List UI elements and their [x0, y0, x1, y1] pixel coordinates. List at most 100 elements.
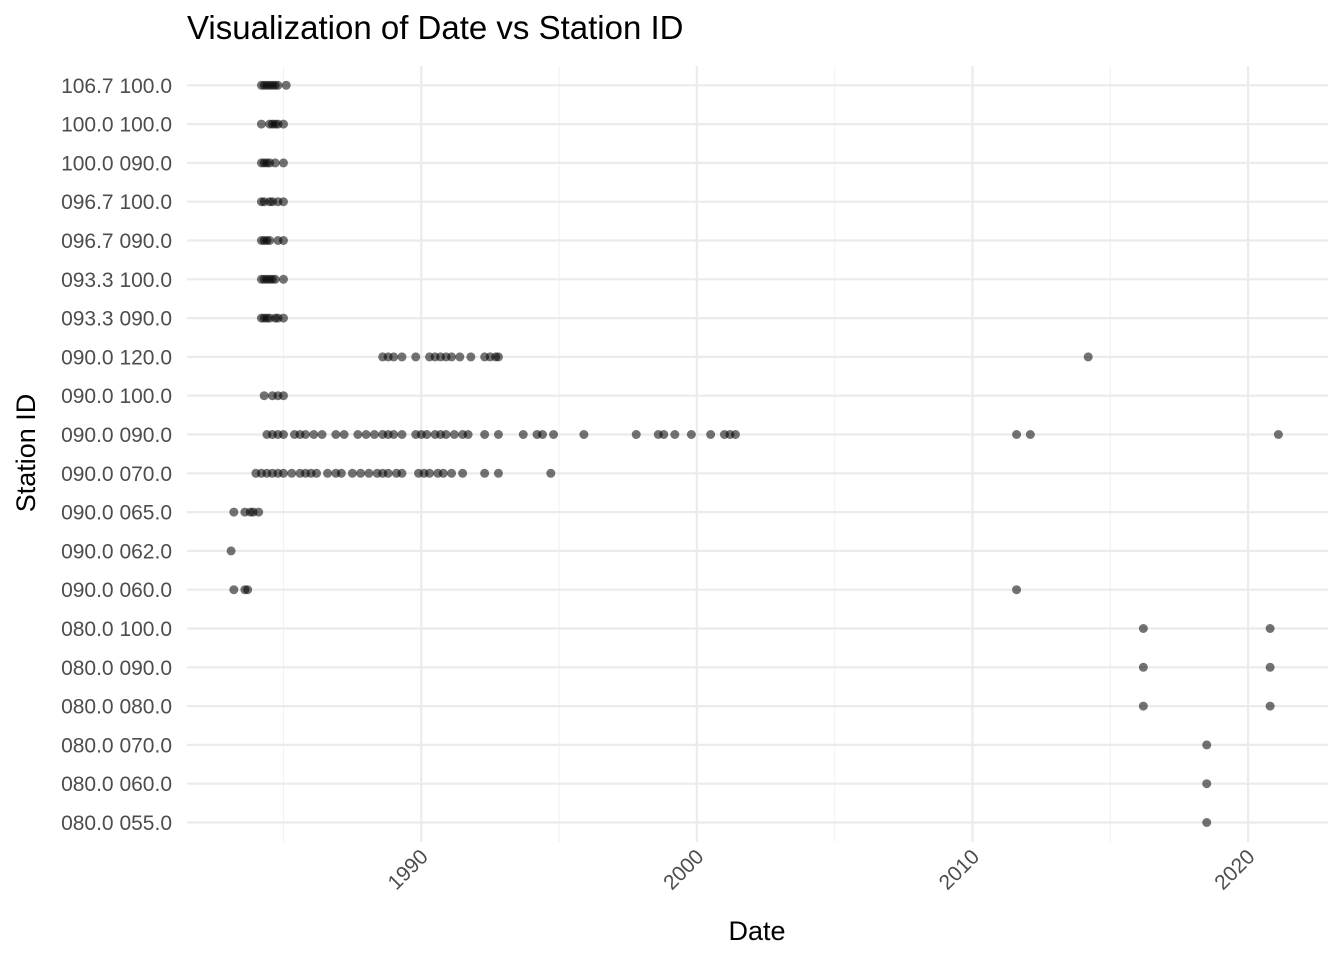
- y-tick-label: 100.0 100.0: [61, 114, 172, 137]
- y-tick-label: 100.0 090.0: [61, 152, 172, 175]
- y-tick-label: 080.0 055.0: [61, 812, 172, 835]
- x-tick-label: 2010: [935, 845, 984, 894]
- data-point: [364, 469, 373, 478]
- data-point: [425, 469, 434, 478]
- data-point: [538, 430, 547, 439]
- data-point: [466, 352, 475, 361]
- data-point: [659, 430, 668, 439]
- data-point: [301, 430, 310, 439]
- data-point: [279, 197, 288, 206]
- data-point: [706, 430, 715, 439]
- data-point: [389, 430, 398, 439]
- y-tick-label: 090.0 065.0: [61, 502, 172, 525]
- data-point: [337, 469, 346, 478]
- data-point: [1266, 624, 1275, 633]
- data-point: [384, 469, 393, 478]
- data-point: [279, 236, 288, 245]
- data-point: [1139, 663, 1148, 672]
- data-point: [579, 430, 588, 439]
- data-point: [447, 469, 456, 478]
- data-point: [229, 585, 238, 594]
- data-point: [331, 430, 340, 439]
- data-point: [282, 81, 291, 90]
- data-point: [271, 275, 280, 284]
- y-tick-label: 106.7 100.0: [61, 75, 172, 98]
- data-point: [519, 430, 528, 439]
- y-tick-label: 090.0 070.0: [61, 463, 172, 486]
- y-tick-label: 090.0 100.0: [61, 385, 172, 408]
- data-point: [362, 430, 371, 439]
- data-point: [422, 430, 431, 439]
- y-tick-label: 090.0 120.0: [61, 346, 172, 369]
- data-point: [279, 275, 288, 284]
- data-point: [273, 81, 282, 90]
- y-tick-label: 080.0 060.0: [61, 773, 172, 796]
- y-tick-label: 080.0 070.0: [61, 734, 172, 757]
- data-point: [279, 430, 288, 439]
- data-point: [632, 430, 641, 439]
- data-point: [687, 430, 696, 439]
- data-point: [318, 430, 327, 439]
- data-point: [1012, 430, 1021, 439]
- data-point: [670, 430, 679, 439]
- data-point: [370, 430, 379, 439]
- data-point: [1202, 740, 1211, 749]
- y-tick-label: 096.7 100.0: [61, 191, 172, 214]
- data-point: [397, 430, 406, 439]
- y-tick-label: 080.0 100.0: [61, 618, 172, 641]
- data-point: [265, 236, 274, 245]
- y-tick-label: 080.0 080.0: [61, 696, 172, 719]
- data-point: [455, 352, 464, 361]
- data-point: [439, 469, 448, 478]
- data-point: [397, 352, 406, 361]
- data-point: [450, 430, 459, 439]
- data-point: [348, 469, 357, 478]
- data-point: [271, 158, 280, 167]
- data-point: [227, 546, 236, 555]
- data-point: [397, 469, 406, 478]
- data-point: [411, 352, 420, 361]
- data-point: [279, 469, 288, 478]
- data-point: [389, 352, 398, 361]
- data-point: [353, 430, 362, 439]
- data-point: [494, 352, 503, 361]
- y-axis-tick-labels: 080.0 055.0 080.0 060.0 080.0 070.0 080.0 0…: [61, 75, 172, 835]
- chart-title: Visualization of Date vs Station ID: [187, 9, 683, 46]
- x-tick-label: 2000: [659, 845, 708, 894]
- data-point: [260, 391, 269, 400]
- data-point: [1026, 430, 1035, 439]
- y-axis-title: Station ID: [11, 394, 41, 513]
- y-tick-label: 093.3 100.0: [61, 269, 172, 292]
- data-point: [442, 430, 451, 439]
- y-tick-label: 096.7 090.0: [61, 230, 172, 253]
- x-tick-label: 1990: [384, 845, 433, 894]
- y-tick-label: 080.0 090.0: [61, 657, 172, 680]
- data-point: [1084, 352, 1093, 361]
- data-point: [549, 430, 558, 439]
- x-axis-tick-labels: 1990 2000 2010 2020: [384, 845, 1260, 894]
- y-tick-label: 090.0 060.0: [61, 579, 172, 602]
- data-point: [1139, 702, 1148, 711]
- data-point: [447, 352, 456, 361]
- y-tick-label: 090.0 062.0: [61, 540, 172, 563]
- data-point: [323, 469, 332, 478]
- data-point: [287, 469, 296, 478]
- data-points: [227, 81, 1283, 827]
- y-tick-label: 093.3 090.0: [61, 308, 172, 331]
- data-point: [340, 430, 349, 439]
- data-point: [1012, 585, 1021, 594]
- data-point: [257, 120, 266, 129]
- y-tick-label: 090.0 090.0: [61, 424, 172, 447]
- grid: [187, 66, 1328, 842]
- data-point: [458, 469, 467, 478]
- data-point: [243, 585, 252, 594]
- data-point: [1266, 702, 1275, 711]
- x-tick-label: 2020: [1210, 845, 1259, 894]
- data-point: [356, 469, 365, 478]
- data-point: [1202, 818, 1211, 827]
- data-point: [254, 508, 263, 517]
- data-point: [494, 469, 503, 478]
- data-point: [546, 469, 555, 478]
- data-point: [309, 430, 318, 439]
